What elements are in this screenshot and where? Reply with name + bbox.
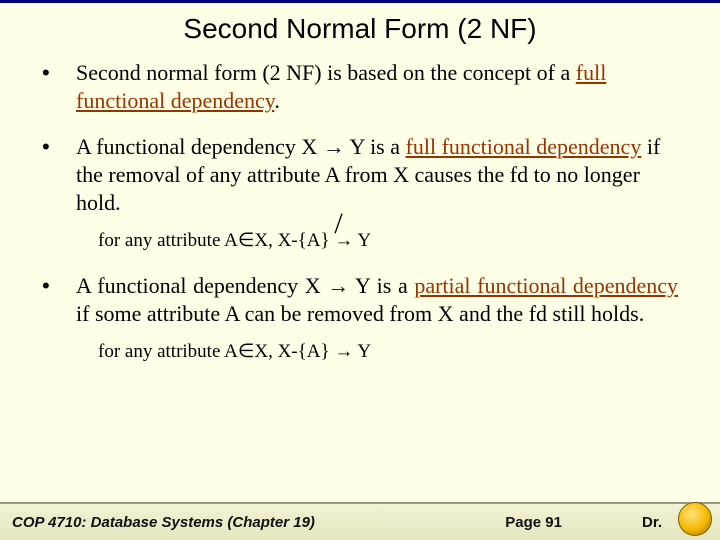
footer-page: Page 91 [505,514,562,531]
arrow-glyph: → [334,230,353,251]
term-partial-fd: partial functional dependency [414,273,678,298]
formula-suffix: Y [353,230,371,251]
footer-course: COP 4710: Database Systems (Chapter 19) [12,514,505,531]
text-run: Second normal form (2 NF) is based on th… [76,60,576,85]
footer-author: Dr. [642,514,662,531]
slide-body: • Second normal form (2 NF) is based on … [0,59,720,540]
spacer [42,383,678,425]
not-arrow: →/ [334,230,353,252]
text-run: if some attribute A can be removed from … [76,301,644,326]
bullet-text: A functional dependency X → Y is a parti… [76,272,678,328]
bullet-marker: • [42,59,76,87]
bullet-text: Second normal form (2 NF) is based on th… [76,59,678,115]
slide: Second Normal Form (2 NF) • Second norma… [0,0,720,540]
text-run: A functional dependency X → Y is a [76,134,406,159]
bullet-item: • A functional dependency X → Y is a ful… [42,133,678,217]
ucf-logo-icon [678,502,712,536]
term-full-fd: full functional dependency [406,134,642,159]
sub-formula-not-implies: for any attribute A∈X, X-{A} →/ Y [42,229,678,252]
bullet-marker: • [42,272,76,300]
bullet-item: • A functional dependency X → Y is a par… [42,272,678,328]
bullet-marker: • [42,133,76,161]
slide-footer: COP 4710: Database Systems (Chapter 19) … [0,502,720,540]
bullet-item: • Second normal form (2 NF) is based on … [42,59,678,115]
title-wrap: Second Normal Form (2 NF) [0,3,720,59]
bullet-text: A functional dependency X → Y is a full … [76,133,678,217]
text-run: A functional dependency X → Y is a [76,273,414,298]
sub-formula-implies: for any attribute A∈X, X-{A} → Y [42,340,678,363]
slide-title: Second Normal Form (2 NF) [0,13,720,45]
formula-prefix: for any attribute A∈X, X-{A} [98,230,334,251]
text-run: . [274,88,280,113]
